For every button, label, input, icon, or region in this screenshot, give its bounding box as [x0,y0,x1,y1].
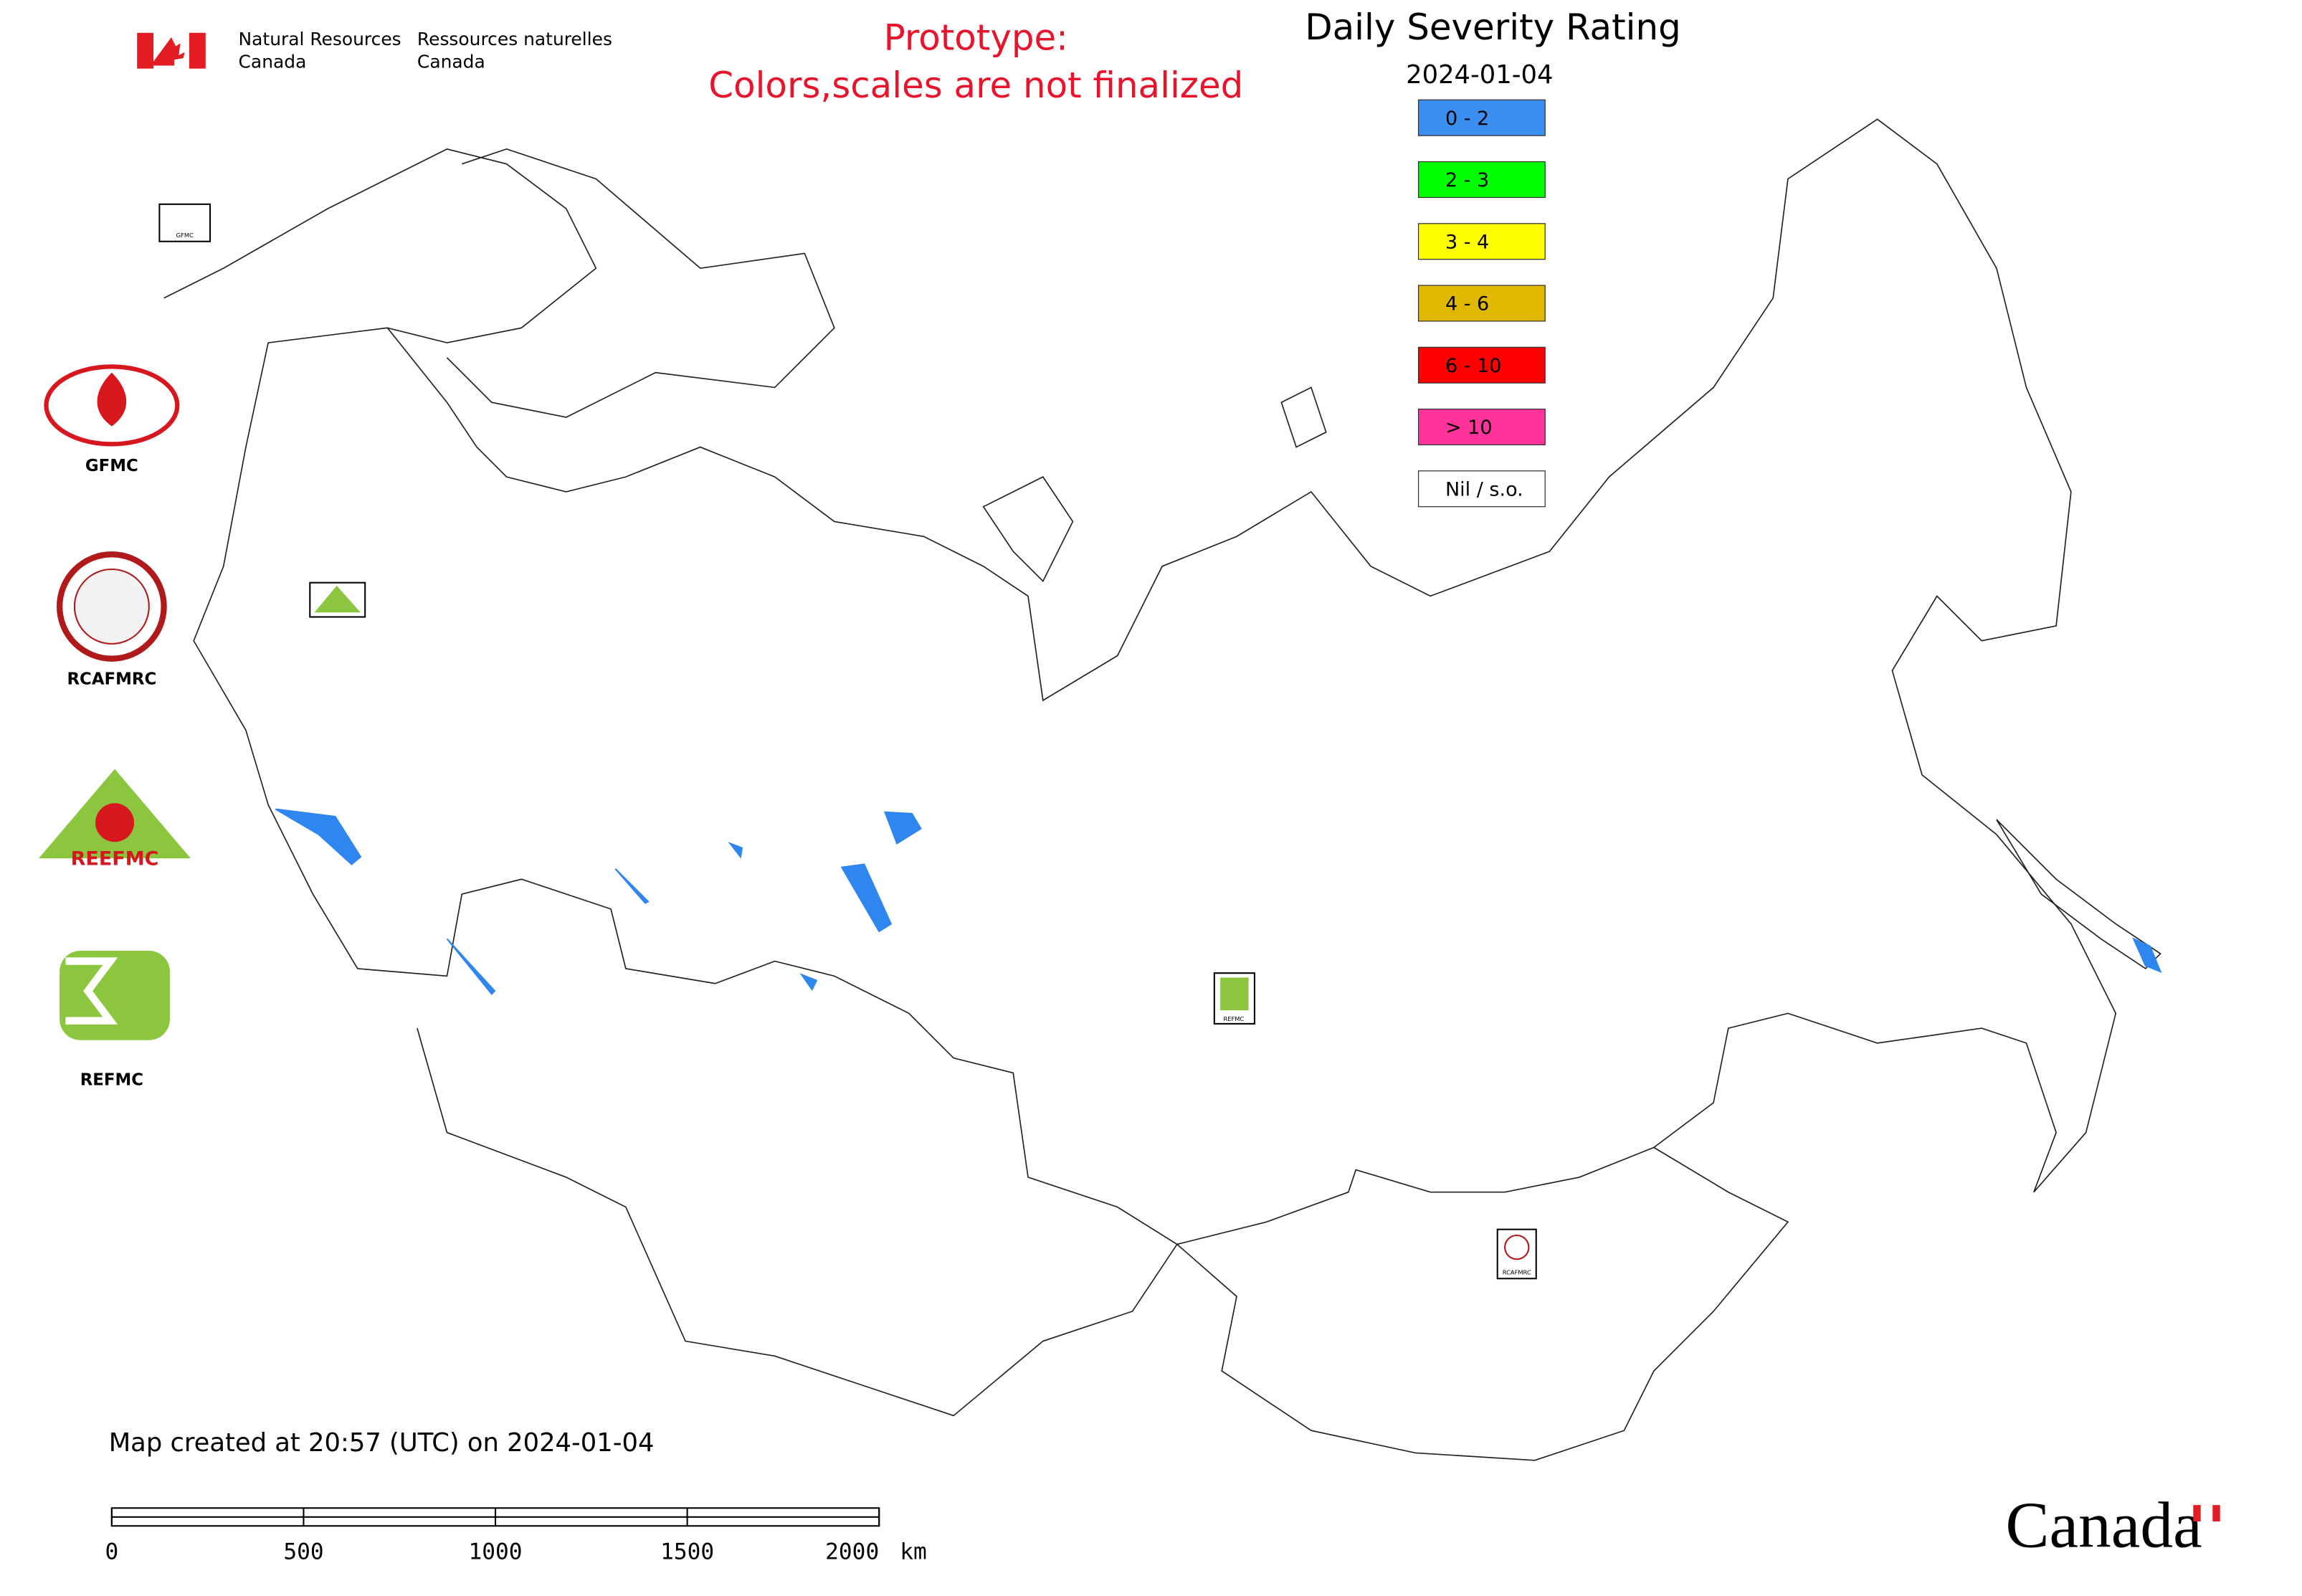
scale-label: 0 [105,1539,118,1565]
legend-swatch [1417,285,1546,322]
map-markers: GFMC REFMC RCAFMRC [158,203,1537,1280]
marker-label: GFMC [176,232,194,239]
notice: Colors,scales are not finalized [708,65,1243,106]
agency-en: Canada [239,51,307,72]
legend-label: 4 - 6 [1445,293,1489,315]
flag [137,32,206,69]
legend-swatch [1417,223,1546,260]
canada-wordmark: Canada [2005,1489,2202,1562]
fire-areas [275,808,2162,995]
scale-label: 1500 [660,1539,714,1565]
legend-swatch [1417,161,1546,199]
legend-swatch [1417,408,1546,446]
logo-label: REEFMC [71,848,159,870]
legend: 0 - 2 2 - 3 3 - 4 4 - 6 6 - 10 > 10 Nil / s.o. [1417,99,1546,508]
logo-label: REFMC [80,1070,143,1089]
agency-fr: Canada [417,51,485,72]
legend-label: > 10 [1445,417,1493,439]
created-note: Map created at 20:57 (UTC) on 2024-01-04 [109,1428,655,1458]
agency-fr: Ressources naturelles [417,29,612,49]
legend-label: 3 - 4 [1445,231,1489,253]
scale-label: 1000 [469,1539,523,1565]
logo-rcafmrc [56,551,167,662]
legend-swatch [1417,470,1546,508]
agency-en: Natural Resources [239,29,401,49]
scale-bar: 0 500 1000 1500 2000 km [105,1507,927,1565]
scale-label: 2000 [825,1539,879,1565]
legend-title: Daily Severity Rating [1305,6,1681,48]
logo-gfmc [44,364,180,447]
legend-swatch [1417,346,1546,384]
notice: Prototype: [884,17,1068,59]
legend-label: 0 - 2 [1445,108,1489,130]
legend-label: 6 - 10 [1445,355,1501,377]
marker-label: REFMC [1223,1015,1244,1022]
wordmark-flag [2200,1505,2213,1522]
scale-unit: km [900,1539,927,1565]
boundaries [163,118,2161,1461]
legend-label: 2 - 3 [1445,169,1489,191]
scale-label: 500 [283,1539,323,1565]
logo-refmc [60,951,170,1040]
logo-label: GFMC [85,457,138,475]
legend-swatch [1417,99,1546,136]
legend-label: Nil / s.o. [1445,478,1523,500]
logo-reefmc [39,769,191,859]
logo-label: RCAFMRC [67,670,156,688]
marker-label: RCAFMRC [1503,1268,1531,1276]
legend-date: 2024-01-04 [1406,60,1553,90]
